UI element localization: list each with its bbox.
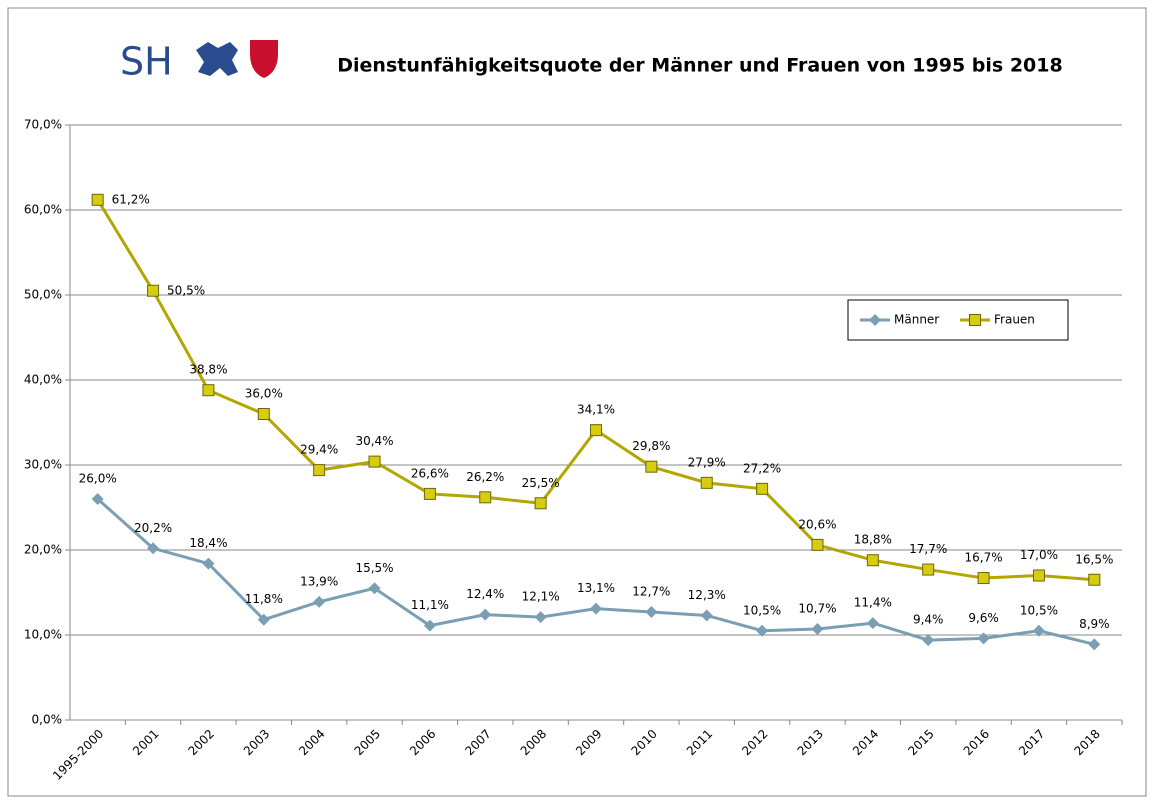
y-tick-label: 10,0% [24,628,62,642]
marker [147,284,160,297]
y-tick-label: 20,0% [24,543,62,557]
marker [313,595,326,608]
marker [368,455,381,468]
marker [645,606,658,619]
marker [423,487,436,500]
y-tick-label: 70,0% [24,118,62,132]
marker [700,476,713,489]
marker [257,613,270,626]
data-label: 18,8% [854,533,892,547]
marker [1032,569,1045,582]
marker [969,314,981,326]
data-label: 11,4% [854,596,892,610]
data-label: 30,4% [355,434,393,448]
data-label: 27,9% [688,455,726,469]
data-label: 34,1% [577,403,615,417]
marker [645,460,658,473]
data-label: 17,0% [1020,548,1058,562]
data-label: 12,3% [688,588,726,602]
data-label: 9,4% [913,613,944,627]
marker [534,497,547,510]
marker [866,617,879,630]
chart-title: Dienstunfähigkeitsquote der Männer und F… [337,55,1062,77]
marker [1088,573,1101,586]
data-label: 13,9% [300,574,338,588]
data-label: 12,4% [466,587,504,601]
marker [922,634,935,647]
data-label: 8,9% [1079,617,1110,631]
y-tick-label: 0,0% [32,713,63,727]
marker [534,611,547,624]
data-label: 27,2% [743,461,781,475]
data-label: 10,5% [1020,603,1058,617]
data-label: 16,5% [1075,552,1113,566]
marker [91,493,104,505]
marker [479,608,492,621]
marker [977,572,990,585]
data-label: 20,2% [134,521,172,535]
data-label: 29,4% [300,443,338,457]
legend-label: Frauen [994,313,1035,327]
marker [368,582,381,595]
marker [811,623,824,636]
marker [202,557,215,570]
marker [869,314,881,326]
legend-label: Männer [894,313,939,327]
marker [479,491,492,504]
marker [922,563,935,576]
data-label: 61,2% [112,192,150,206]
marker [977,632,990,645]
data-label: 15,5% [355,561,393,575]
marker [1088,638,1101,651]
data-label: 26,0% [79,472,117,486]
marker [147,542,160,555]
marker [1032,624,1045,637]
data-label: 26,6% [411,466,449,480]
data-label: 50,5% [167,283,205,297]
data-label: 10,7% [798,602,836,616]
data-label: 29,8% [632,439,670,453]
data-label: 26,2% [466,470,504,484]
data-label: 9,6% [968,611,999,625]
marker [590,424,602,437]
marker [756,482,769,495]
data-label: 10,5% [743,603,781,617]
data-label: 13,1% [577,581,615,595]
y-tick-label: 30,0% [24,458,62,472]
data-label: 16,7% [965,551,1003,565]
y-tick-label: 50,0% [24,288,62,302]
marker [590,602,602,615]
marker [202,384,215,397]
legend [847,299,1069,341]
marker [423,619,436,632]
marker [91,193,104,206]
marker [257,408,270,420]
data-label: 36,0% [245,387,283,401]
data-label: 18,4% [189,536,227,550]
y-tick-label: 40,0% [24,373,62,387]
logo-icon [196,40,278,78]
data-label: 20,6% [798,517,836,531]
marker [756,624,769,637]
data-label: 11,8% [245,592,283,606]
y-tick-label: 60,0% [24,203,62,217]
data-label: 12,1% [522,590,560,604]
marker [811,538,824,551]
data-label: 11,1% [411,598,449,612]
data-label: 12,7% [632,585,670,599]
data-label: 25,5% [522,476,560,490]
data-label: 17,7% [909,542,947,556]
data-label: 38,8% [189,363,227,377]
marker [313,464,326,477]
chart-frame [7,7,1147,797]
marker [866,554,879,567]
marker [700,609,713,622]
logo-text: SH [120,40,173,84]
